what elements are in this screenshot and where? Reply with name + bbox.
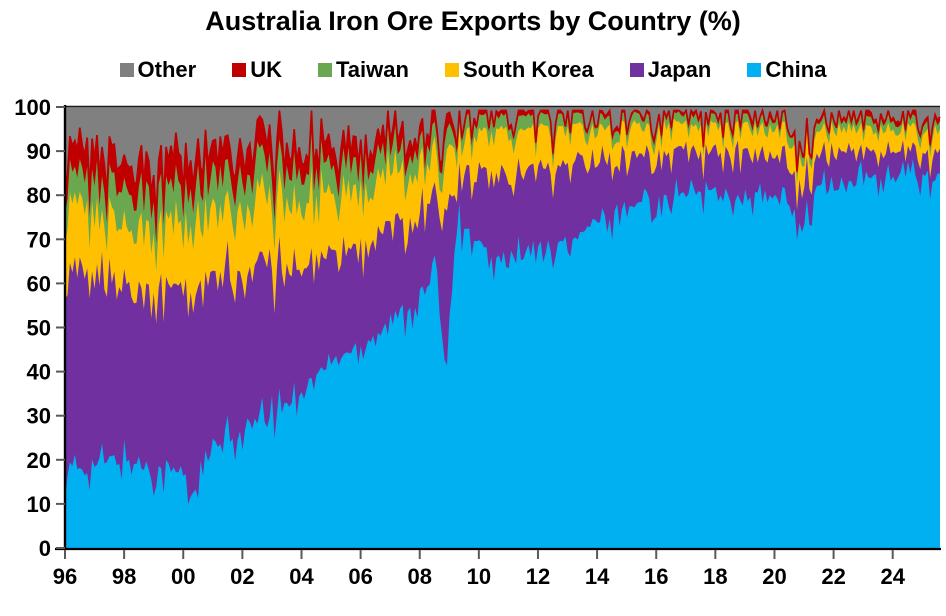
legend-swatch-icon bbox=[119, 63, 134, 77]
y-tick-label: 50 bbox=[27, 316, 51, 341]
legend-swatch-icon bbox=[232, 63, 247, 77]
legend-item-south-korea: South Korea bbox=[444, 57, 594, 83]
legend-swatch-icon bbox=[318, 63, 332, 77]
chart-areas bbox=[64, 105, 941, 549]
chart-title: Australia Iron Ore Exports by Country (%… bbox=[205, 6, 741, 36]
x-tick-label: 12 bbox=[526, 564, 550, 589]
y-tick-label: 10 bbox=[27, 492, 51, 517]
legend-label: UK bbox=[250, 57, 282, 82]
legend-item-japan: Japan bbox=[629, 57, 712, 83]
chart-axes: 0 10 20 30 40 50 60 70 80 90 100 96 98 00 02 04 06 08 10 12… bbox=[14, 95, 941, 589]
area-china bbox=[65, 159, 940, 548]
y-tick-label: 0 bbox=[39, 536, 51, 561]
legend-label: Other bbox=[137, 57, 197, 82]
legend-item-taiwan: Taiwan bbox=[318, 57, 409, 83]
legend-label: Taiwan bbox=[336, 57, 409, 82]
y-tick-label: 20 bbox=[27, 448, 51, 473]
legend-swatch-icon bbox=[444, 63, 459, 77]
x-tick-label: 98 bbox=[112, 564, 136, 589]
y-tick-label: 100 bbox=[14, 95, 51, 120]
x-tick-label: 24 bbox=[880, 564, 905, 589]
x-tick-label: 18 bbox=[703, 564, 727, 589]
x-tick-label: 22 bbox=[821, 564, 845, 589]
x-tick-label: 06 bbox=[348, 564, 372, 589]
legend-item-other: Other bbox=[119, 57, 197, 83]
legend-item-china: China bbox=[747, 57, 826, 83]
legend-swatch-icon bbox=[629, 63, 644, 77]
legend-label: Japan bbox=[647, 57, 712, 82]
y-tick-label: 90 bbox=[27, 139, 51, 164]
x-tick-label: 00 bbox=[171, 564, 195, 589]
x-tick-label: 16 bbox=[644, 564, 668, 589]
uk-boundary-line bbox=[64, 107, 941, 216]
x-tick-label: 14 bbox=[585, 564, 610, 589]
legend-item-uk: UK bbox=[232, 57, 282, 83]
y-tick-label: 30 bbox=[27, 404, 51, 429]
y-tick-label: 80 bbox=[27, 183, 51, 208]
y-tick-label: 70 bbox=[27, 227, 51, 252]
legend-label: South Korea bbox=[462, 57, 594, 82]
legend-swatch-icon bbox=[747, 63, 762, 77]
y-tick-label: 40 bbox=[27, 360, 51, 385]
x-tick-label: 02 bbox=[230, 564, 254, 589]
legend-label: China bbox=[765, 57, 827, 82]
y-tick-label: 60 bbox=[27, 271, 51, 296]
x-tick-label: 20 bbox=[762, 564, 786, 589]
x-tick-label: 04 bbox=[289, 564, 314, 589]
x-tick-label: 10 bbox=[467, 564, 491, 589]
x-tick-label: 96 bbox=[53, 564, 77, 589]
chart-legend: Other UK Taiwan South Korea Japan China bbox=[0, 57, 946, 83]
x-tick-label: 08 bbox=[407, 564, 431, 589]
